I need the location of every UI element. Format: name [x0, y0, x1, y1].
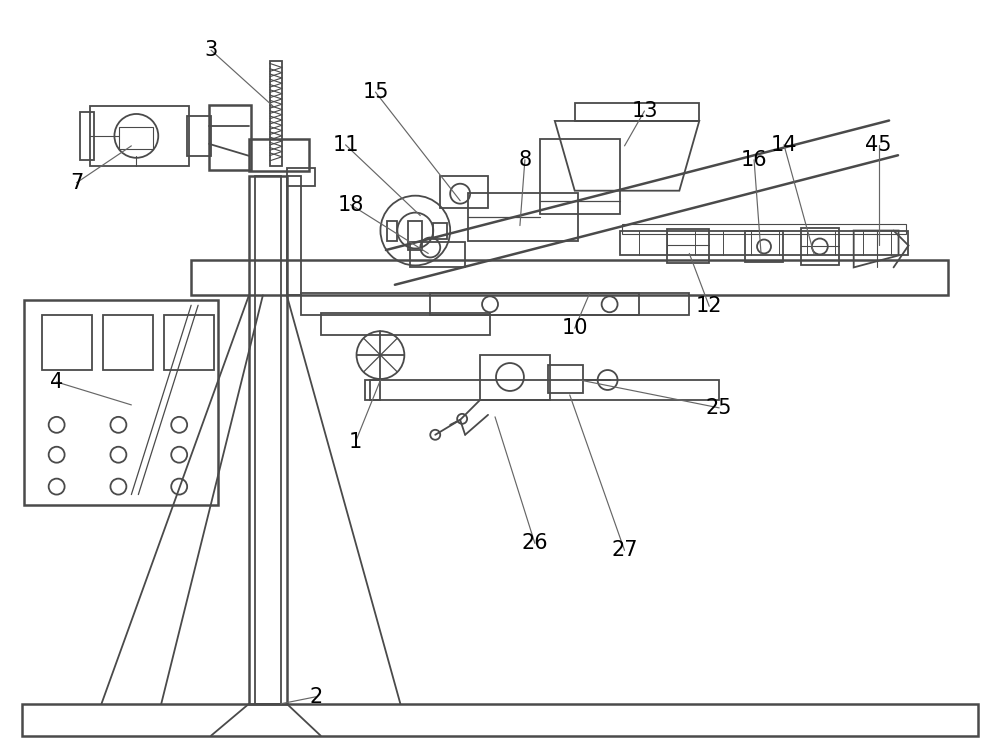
Text: 10: 10 [561, 318, 588, 338]
Text: 11: 11 [332, 135, 359, 155]
Text: 16: 16 [741, 149, 767, 170]
Bar [187, 116, 211, 156]
Bar [575, 103, 699, 121]
Text: 27: 27 [611, 541, 638, 560]
Bar [365, 380, 719, 400]
Text: 8: 8 [518, 149, 531, 170]
Bar [249, 176, 287, 704]
Bar [103, 316, 153, 370]
Bar [301, 293, 689, 316]
Bar [90, 106, 189, 166]
Bar [620, 230, 908, 255]
Bar [430, 293, 639, 316]
Bar [745, 230, 783, 263]
Bar [42, 316, 92, 370]
Bar [287, 176, 301, 295]
Bar [249, 139, 309, 171]
Bar [480, 355, 550, 400]
Bar [80, 112, 94, 160]
Text: 13: 13 [631, 101, 658, 121]
Text: 14: 14 [771, 135, 797, 155]
Text: 25: 25 [706, 398, 732, 418]
Text: 18: 18 [337, 195, 364, 214]
Bar [408, 220, 422, 251]
Bar [191, 260, 948, 295]
Bar [164, 316, 214, 370]
Bar [440, 176, 488, 208]
Text: 2: 2 [309, 687, 322, 707]
Bar [540, 139, 620, 214]
Bar [433, 223, 447, 239]
Bar [410, 242, 465, 267]
Text: 4: 4 [50, 372, 63, 392]
Text: 15: 15 [362, 82, 389, 102]
Text: 1: 1 [349, 432, 362, 451]
Bar [667, 229, 709, 263]
Text: 3: 3 [204, 40, 218, 60]
Bar [119, 127, 153, 149]
Text: 26: 26 [522, 533, 548, 553]
Bar [370, 380, 380, 400]
Bar [548, 365, 583, 393]
Text: 7: 7 [70, 173, 83, 193]
Bar [622, 223, 906, 233]
Bar [801, 227, 839, 266]
Text: 45: 45 [865, 135, 892, 155]
Bar [22, 704, 978, 735]
Bar [270, 61, 282, 166]
Bar [287, 168, 315, 186]
Bar [468, 193, 578, 241]
Text: 12: 12 [696, 296, 722, 316]
Bar [387, 220, 397, 241]
Bar [209, 105, 251, 170]
Bar [255, 176, 281, 704]
Bar [321, 313, 490, 335]
Bar [24, 300, 218, 504]
